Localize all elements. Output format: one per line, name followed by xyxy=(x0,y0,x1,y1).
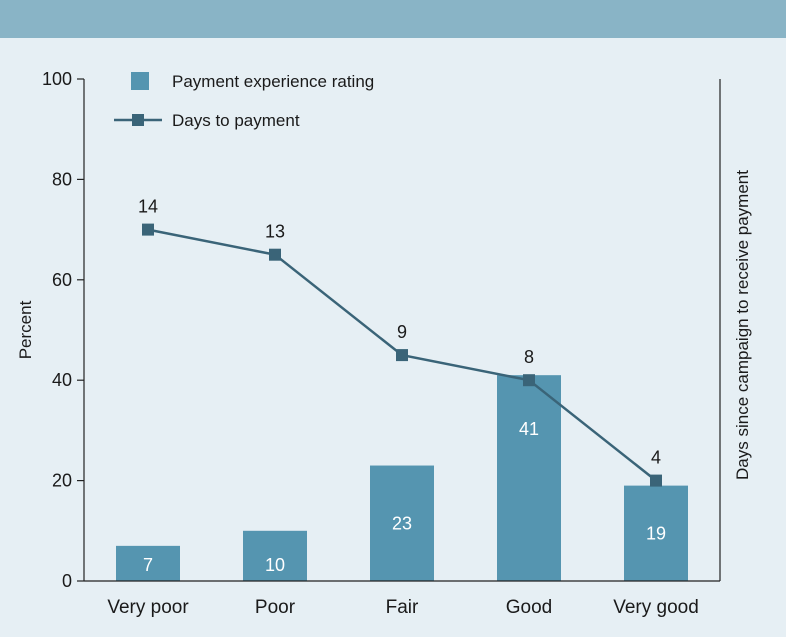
legend-bar-label: Payment experience rating xyxy=(172,72,374,91)
legend-bar-swatch xyxy=(131,72,149,90)
x-tick-label: Very poor xyxy=(107,597,189,618)
x-tick-label: Fair xyxy=(386,597,419,618)
days-value-label: 9 xyxy=(397,322,407,342)
y-tick-label: 80 xyxy=(52,169,72,189)
bar-very-good xyxy=(624,485,688,581)
y-tick-label: 20 xyxy=(52,471,72,491)
legend-line-label: Days to payment xyxy=(172,111,300,130)
days-value-label: 13 xyxy=(265,222,285,242)
days-value-label: 8 xyxy=(524,347,534,367)
bar-very-poor xyxy=(116,545,180,581)
bar-value-label: 19 xyxy=(646,523,666,543)
days-marker-very-good xyxy=(650,474,662,487)
days-marker-fair xyxy=(396,349,408,362)
y-tick-label: 0 xyxy=(62,571,72,591)
days-marker-poor xyxy=(269,248,281,261)
days-value-label: 14 xyxy=(138,197,158,217)
x-tick-label: Very good xyxy=(613,597,699,618)
days-value-label: 4 xyxy=(651,448,661,468)
y-tick-label: 100 xyxy=(42,69,72,89)
bar-value-label: 41 xyxy=(519,419,539,439)
days-marker-very-poor xyxy=(142,223,154,236)
header-band xyxy=(0,0,786,38)
bar-value-label: 23 xyxy=(392,513,412,533)
y-axis-title: Percent xyxy=(16,300,35,359)
days-marker-good xyxy=(523,374,535,387)
bar-fair xyxy=(370,465,434,581)
bar-poor xyxy=(243,530,307,581)
y-tick-label: 40 xyxy=(52,370,72,390)
y2-axis-title: Days since campaign to receive payment xyxy=(733,170,752,480)
bar-value-label: 7 xyxy=(143,555,153,575)
bar-good xyxy=(497,375,561,581)
bar-value-label: 10 xyxy=(265,555,285,575)
y-tick-label: 60 xyxy=(52,270,72,290)
x-tick-label: Good xyxy=(506,597,552,618)
x-tick-label: Poor xyxy=(255,597,296,618)
legend-line-marker xyxy=(132,114,144,126)
